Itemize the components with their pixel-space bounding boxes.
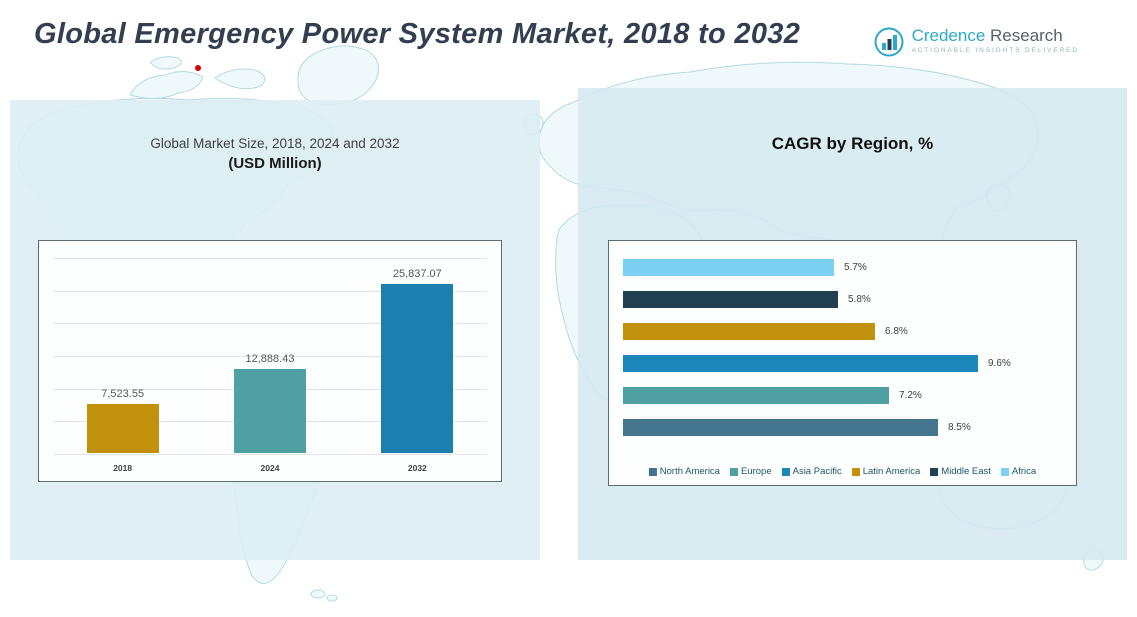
logo-brand-primary: Credence xyxy=(911,26,986,45)
market-size-panel: Global Market Size, 2018, 2024 and 2032 … xyxy=(10,100,540,560)
bar-group-2032: 25,837.07 2032 xyxy=(344,251,491,475)
legend-label: North America xyxy=(659,466,720,477)
bar-2024 xyxy=(233,369,306,453)
gridline xyxy=(53,258,487,259)
legend-item-middle-east: Middle East xyxy=(930,466,991,477)
cagr-row-europe: 7.2% xyxy=(623,387,1068,404)
bar-value-label: 5.7% xyxy=(844,262,867,273)
bar-value-label: 5.8% xyxy=(848,294,871,305)
legend-item-asia-pacific: Asia Pacific xyxy=(781,466,842,477)
gridline xyxy=(53,356,487,357)
cagr-legend: North America Europe Asia Pacific Latin Ame… xyxy=(609,466,1076,477)
logo-text: Credence Research Actionable Insights De… xyxy=(912,26,1079,54)
cagr-plot-area: 5.7% 5.8% 6.8% 9.6% 7.2% 8.5% xyxy=(623,259,1068,451)
cagr-row-latin-america: 6.8% xyxy=(623,323,1068,340)
legend-label: Europe xyxy=(740,466,772,477)
legend-label: Africa xyxy=(1011,466,1037,477)
credence-research-logo: Credence Research Actionable Insights De… xyxy=(873,26,1079,58)
legend-item-africa: Africa xyxy=(1000,466,1037,477)
bar-value-label: 6.8% xyxy=(885,326,908,337)
bar-category-label: 2018 xyxy=(113,463,133,473)
bar-value-label: 7.2% xyxy=(899,390,922,401)
bar-category-label: 2024 xyxy=(260,463,280,473)
market-size-subtitle: Global Market Size, 2018, 2024 and 2032 xyxy=(150,136,400,151)
bar-europe xyxy=(623,387,889,404)
legend-swatch xyxy=(1000,467,1009,476)
bar-value-label: 8.5% xyxy=(948,422,971,433)
map-marker-dot xyxy=(195,65,201,71)
gridline xyxy=(53,290,487,292)
market-size-units: (USD Million) xyxy=(228,155,322,172)
gridline xyxy=(53,323,487,325)
logo-brand: Credence Research xyxy=(912,26,1079,45)
cagr-title: CAGR by Region, % xyxy=(771,134,934,153)
bar-group-2018: 7,523.55 2018 xyxy=(49,251,196,475)
logo-tagline: Actionable Insights Delivered xyxy=(911,47,1079,54)
bars-container: 7,523.55 2018 12,888.43 2024 25,837.07 2032 xyxy=(49,251,491,475)
legend-item-europe: Europe xyxy=(729,466,772,477)
legend-swatch xyxy=(648,467,657,476)
cagr-row-middle-east: 5.8% xyxy=(623,291,1068,308)
cagr-chart: 5.7% 5.8% 6.8% 9.6% 7.2% 8.5% North America Eu… xyxy=(608,240,1077,486)
legend-swatch xyxy=(729,467,738,476)
market-size-chart: 7,523.55 2018 12,888.43 2024 25,837.07 2032 xyxy=(38,240,502,482)
cagr-row-asia-pacific: 9.6% xyxy=(623,355,1068,372)
legend-swatch xyxy=(930,467,939,476)
legend-swatch xyxy=(781,467,790,476)
legend-label: Asia Pacific xyxy=(792,466,842,477)
legend-swatch xyxy=(851,467,860,476)
cagr-row-africa: 5.7% xyxy=(623,259,1068,276)
gridline xyxy=(53,454,487,455)
legend-item-latin-america: Latin America xyxy=(851,466,921,477)
legend-item-north-america: North America xyxy=(648,466,720,477)
bar-value-label: 7,523.55 xyxy=(101,388,145,400)
bar-asia-pacific xyxy=(623,355,978,372)
bar-latin-america xyxy=(623,323,875,340)
bar-value-label: 9.6% xyxy=(988,358,1011,369)
bar-north-america xyxy=(623,419,938,436)
bar-chart-growth-icon xyxy=(874,27,904,57)
bar-category-label: 2032 xyxy=(407,463,427,473)
bar-middle-east xyxy=(623,291,838,308)
bar-group-2024: 12,888.43 2024 xyxy=(196,251,343,475)
page-title: Global Emergency Power System Market, 20… xyxy=(34,18,801,50)
cagr-row-north-america: 8.5% xyxy=(623,419,1068,436)
legend-label: Middle East xyxy=(941,466,991,477)
bar-value-label: 25,837.07 xyxy=(392,268,442,280)
bar-africa xyxy=(623,259,834,276)
legend-label: Latin America xyxy=(862,466,921,477)
cagr-panel: CAGR by Region, % 5.7% 5.8% 6.8% 9.6% 7.2% 8.… xyxy=(578,88,1127,560)
logo-brand-secondary: Research xyxy=(985,26,1063,45)
bar-2018 xyxy=(86,404,159,453)
bar-2032 xyxy=(381,284,454,453)
market-size-plot-area: 7,523.55 2018 12,888.43 2024 25,837.07 2032 xyxy=(49,251,491,475)
bar-value-label: 12,888.43 xyxy=(245,353,295,365)
